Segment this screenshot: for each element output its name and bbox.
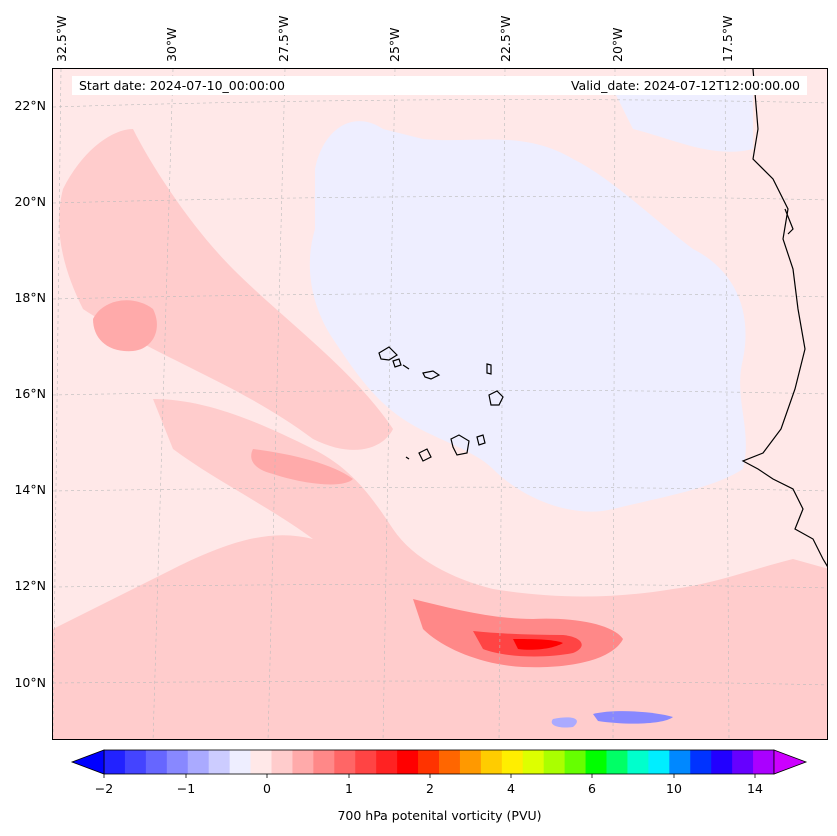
colorbar-tick: −1 — [176, 781, 196, 796]
colorbar-cell — [648, 750, 670, 774]
colorbar-cell — [313, 750, 335, 774]
lon-tick-30w: 30°W — [164, 27, 179, 62]
graticule — [53, 69, 827, 739]
start-date-label: Start date: 2024-07-10_00:00:00 — [72, 76, 537, 95]
lat-tick-20n: 20°N — [14, 194, 46, 209]
colorbar-cell — [250, 750, 272, 774]
colorbar-cell — [334, 750, 356, 774]
pv-field-map — [53, 69, 827, 739]
colorbar-cell — [669, 750, 691, 774]
colorbar-tick: 6 — [588, 781, 596, 796]
colorbar-max-arrow — [773, 749, 808, 775]
colorbar-cell — [355, 750, 377, 774]
lat-tick-14n: 14°N — [14, 482, 46, 497]
lon-tick-27-5w: 27.5°W — [276, 15, 291, 62]
colorbar-tick: 10 — [666, 781, 682, 796]
pv-negative-patch-east — [613, 81, 753, 152]
colorbar-cells — [103, 749, 775, 778]
valid-date-label: Valid_date: 2024-07-12T12:00:00.00 — [537, 76, 807, 95]
colorbar-cell — [229, 750, 252, 774]
lat-tick-10n: 10°N — [14, 675, 46, 690]
coastline-africa — [741, 69, 827, 567]
lon-tick-32-5w: 32.5°W — [54, 15, 69, 62]
colorbar-tick: 2 — [426, 781, 434, 796]
colorbar-cell — [271, 750, 293, 774]
colorbar-cell — [439, 750, 461, 774]
cabo-verde-islands — [378, 346, 504, 462]
colorbar-cell — [145, 750, 168, 774]
colorbar-tick: 4 — [507, 781, 515, 796]
colorbar-cell — [732, 750, 754, 774]
colorbar-cell — [711, 750, 733, 774]
colorbar-cell — [627, 750, 649, 774]
pv-negative-bottom-2 — [551, 717, 577, 728]
colorbar-cell — [397, 750, 419, 774]
colorbar-tick: 1 — [345, 781, 353, 796]
colorbar-cell — [376, 750, 398, 774]
lat-tick-18n: 18°N — [14, 290, 46, 305]
lat-tick-22n: 22°N — [14, 98, 46, 113]
lon-tick-25w: 25°W — [387, 27, 402, 62]
colorbar-label: 700 hPa potenital vorticity (PVU) — [337, 808, 542, 823]
pv-negative-region — [309, 121, 746, 512]
colorbar-cell — [606, 750, 628, 774]
map-panel[interactable] — [52, 68, 828, 740]
colorbar-cell — [459, 750, 482, 774]
colorbar-min-arrow — [70, 749, 105, 775]
lat-tick-16n: 16°N — [14, 386, 46, 401]
colorbar-cell — [292, 750, 314, 774]
colorbar-tick: −2 — [94, 781, 114, 796]
colorbar-cell — [166, 750, 189, 774]
colorbar-cell — [480, 750, 503, 774]
colorbar-cell — [187, 750, 210, 774]
pv-streak — [251, 449, 353, 485]
pv-positive-max — [513, 639, 563, 650]
lon-tick-22-5w: 22.5°W — [498, 15, 513, 62]
colorbar-tick: 0 — [263, 781, 271, 796]
colorbar-cell — [753, 750, 775, 774]
colorbar-cell — [564, 750, 587, 774]
colorbar-cell — [501, 750, 524, 774]
pv-patch-northwest — [93, 300, 157, 352]
colorbar-cell — [543, 750, 566, 774]
colorbar — [70, 749, 808, 778]
pv-negative-bottom — [593, 711, 673, 724]
pv-band-west — [59, 129, 393, 450]
coastline-fragment — [784, 208, 794, 235]
colorbar-cell — [124, 750, 147, 774]
lon-tick-17-5w: 17.5°W — [720, 15, 735, 62]
lon-tick-20w: 20°W — [610, 27, 625, 62]
lat-tick-12n: 12°N — [14, 578, 46, 593]
colorbar-cell — [208, 750, 231, 774]
colorbar-cell — [690, 750, 712, 774]
colorbar-tick: 14 — [747, 781, 763, 796]
colorbar-cell — [418, 750, 440, 774]
colorbar-cell — [522, 750, 545, 774]
colorbar-cell — [585, 750, 607, 774]
pv-band-central — [53, 399, 827, 739]
colorbar-cell — [104, 750, 126, 774]
